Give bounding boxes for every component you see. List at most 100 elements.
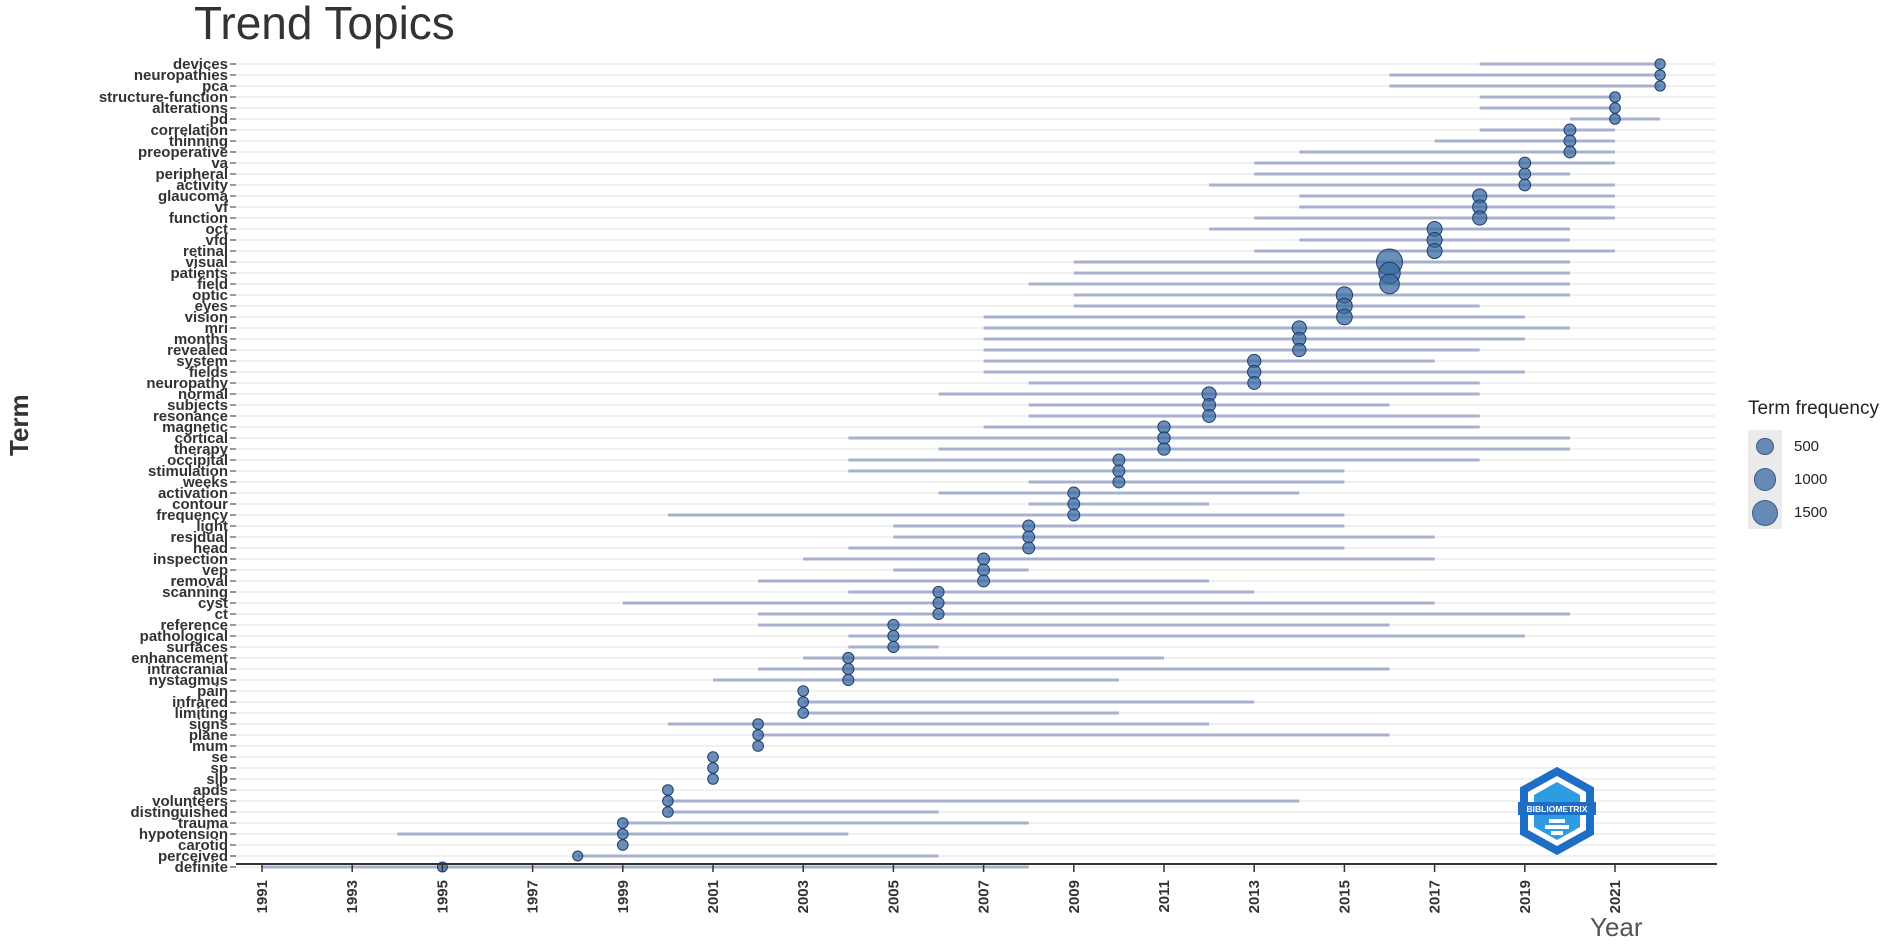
y-tick-label: oct <box>206 221 229 238</box>
y-tick-label: activity <box>176 177 228 194</box>
y-tick-label: head <box>193 540 228 557</box>
y-tick-label: signs <box>189 716 228 733</box>
y-tick-label: limiting <box>175 705 228 722</box>
y-tick-label: ct <box>215 606 228 623</box>
y-tick-label: neuropathy <box>146 375 228 392</box>
y-tick-label: cortical <box>175 430 228 447</box>
term-point <box>1112 453 1126 467</box>
term-point <box>1022 530 1036 544</box>
size-legend: Term frequency 500 1000 1500 <box>1748 398 1902 529</box>
y-tick-label: pathological <box>140 628 228 645</box>
term-point <box>797 696 810 708</box>
legend-key <box>1748 496 1782 529</box>
y-tick-label: definite <box>175 859 228 876</box>
y-tick-label: contour <box>172 496 228 513</box>
y-tick-label: field <box>197 276 228 293</box>
y-tick-label: stimulation <box>148 463 228 480</box>
x-tick-label: 2003 <box>795 880 812 913</box>
legend-label: 1500 <box>1794 504 1828 521</box>
term-point <box>1654 80 1666 92</box>
y-tick-label: visual <box>185 254 228 271</box>
y-tick-label: apds <box>193 782 228 799</box>
term-point <box>616 828 629 840</box>
x-tick-label: 2007 <box>976 880 993 913</box>
term-point <box>752 718 764 730</box>
term-point <box>662 784 674 796</box>
y-tick-label: peripheral <box>155 166 228 183</box>
x-tick-label: 2001 <box>705 880 722 913</box>
term-point <box>1022 541 1036 555</box>
y-tick-label: revealed <box>167 342 228 359</box>
y-tick-label: infrared <box>172 694 228 711</box>
term-point <box>1518 167 1532 181</box>
term-point <box>707 751 719 763</box>
legend-item: 500 <box>1748 430 1902 463</box>
y-axis-title: Term <box>4 394 34 456</box>
term-point <box>1112 475 1126 489</box>
term-point <box>1157 431 1171 445</box>
term-point <box>977 552 991 566</box>
y-tick-label: enhancement <box>131 650 228 667</box>
legend-title: Term frequency <box>1748 398 1879 419</box>
y-tick-label: alterations <box>152 100 228 117</box>
term-point <box>797 685 810 697</box>
term-point <box>842 651 855 665</box>
y-tick-label: devices <box>173 56 228 73</box>
y-tick-label: pd <box>210 111 228 128</box>
y-tick-label: slp <box>206 771 228 788</box>
term-point <box>1609 102 1621 114</box>
legend-item: 1500 <box>1748 496 1902 529</box>
x-tick-label: 2015 <box>1336 880 1353 913</box>
y-tick-label: optic <box>192 287 228 304</box>
y-tick-label: months <box>174 331 228 348</box>
term-point <box>1067 486 1081 500</box>
y-tick-label: nystagmus <box>149 672 228 689</box>
y-tick-label: va <box>211 155 228 172</box>
y-tick-label: inspection <box>153 551 228 568</box>
y-tick-label: frequency <box>156 507 228 524</box>
y-tick-label: retinal <box>183 243 228 260</box>
y-tick-label: thinning <box>169 133 228 150</box>
term-point <box>932 585 945 599</box>
y-tick-label: subjects <box>167 397 228 414</box>
term-point <box>752 740 764 752</box>
y-tick-label: hypotension <box>139 826 228 843</box>
y-tick-label: light <box>196 518 228 535</box>
term-point <box>1654 69 1666 81</box>
x-axis-title: Year <box>1590 912 1643 942</box>
term-point <box>707 762 719 774</box>
y-tick-label: reference <box>160 617 228 634</box>
term-point <box>1292 342 1307 358</box>
y-tick-label: therapy <box>174 441 229 458</box>
x-tick-label: 2009 <box>1066 880 1083 913</box>
y-tick-label: perceived <box>158 848 228 865</box>
y-tick-label: eyes <box>195 298 228 315</box>
y-tick-label: intracranial <box>147 661 228 678</box>
term-point <box>1654 58 1666 70</box>
x-tick-label: 1995 <box>434 880 451 913</box>
y-tick-label: activation <box>158 485 228 502</box>
term-point <box>1518 156 1532 170</box>
x-tick-label: 1997 <box>525 880 542 913</box>
x-tick-label: 2021 <box>1607 880 1624 913</box>
term-point <box>1022 519 1036 533</box>
term-point <box>1609 91 1621 103</box>
legend-label: 1000 <box>1794 471 1828 488</box>
x-tick-label: 2017 <box>1427 880 1444 913</box>
y-tick-label: cyst <box>198 595 228 612</box>
chart-title: Trend Topics <box>194 0 455 49</box>
legend-dot <box>1756 437 1774 456</box>
y-tick-label: vfd <box>206 232 229 249</box>
legend-key <box>1748 430 1782 463</box>
term-point <box>797 707 810 719</box>
y-tick-label: magnetic <box>162 419 228 436</box>
term-point <box>1563 134 1577 148</box>
y-tick-label: distinguished <box>131 804 229 821</box>
x-tick-label: 1993 <box>344 880 361 913</box>
term-point <box>662 806 674 818</box>
bibliometrix-logo-icon: BIBLIOMETRIX <box>1518 766 1596 856</box>
term-point <box>1157 442 1171 456</box>
term-point <box>1609 113 1621 125</box>
term-point <box>1067 508 1081 522</box>
term-point <box>616 817 629 829</box>
